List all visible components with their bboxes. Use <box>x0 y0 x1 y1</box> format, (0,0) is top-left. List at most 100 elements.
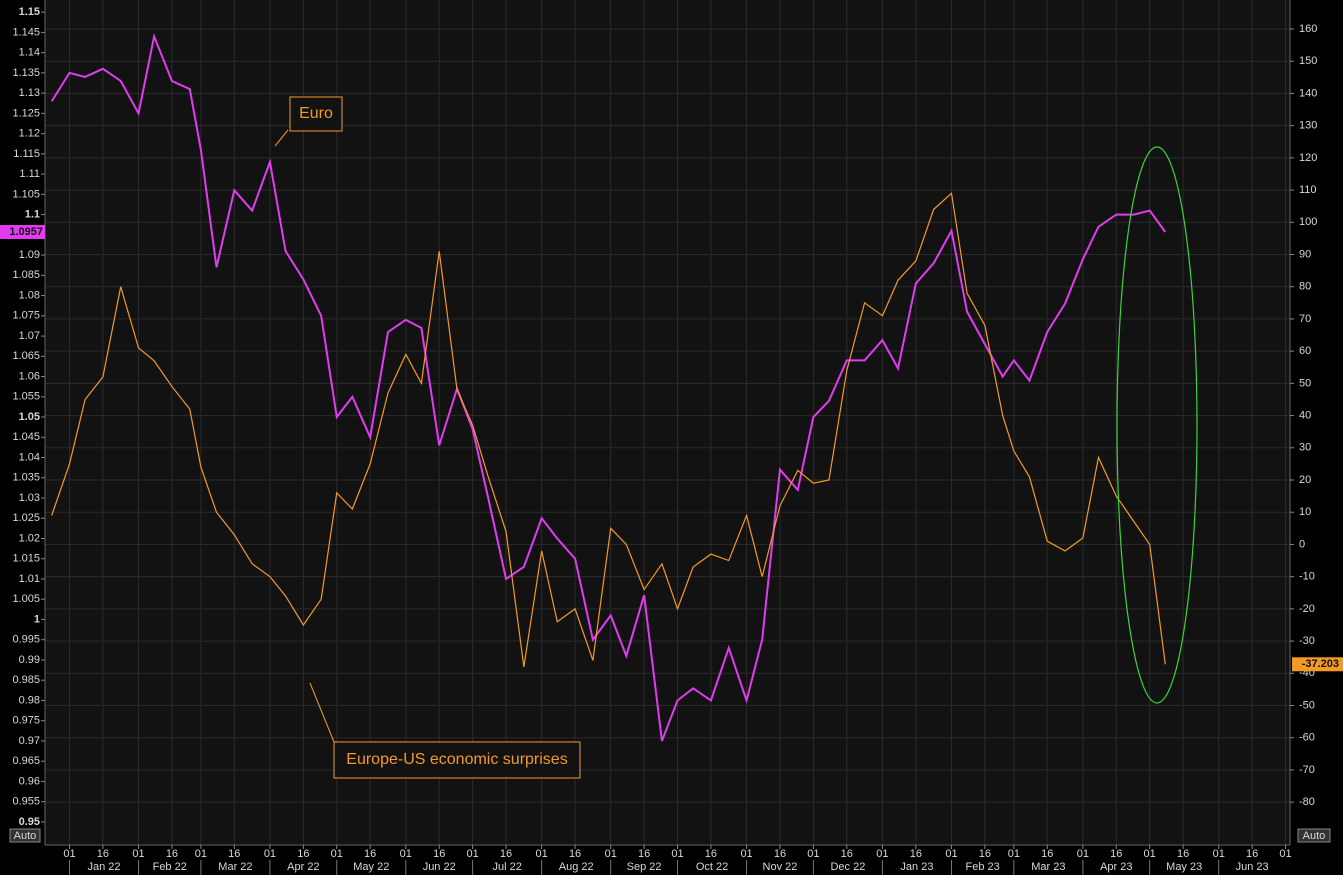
x-tick-label: 01 <box>1077 848 1089 860</box>
annotation: Europe-US economic surprises <box>346 751 567 768</box>
x-tick-label: 01 <box>264 848 276 860</box>
month-label: Oct 22 <box>696 861 728 873</box>
y2-tick-label: -10 <box>1299 571 1315 583</box>
annotation-box <box>289 96 343 132</box>
y2-tick-label: 70 <box>1299 313 1311 325</box>
y-tick-label: 0.95 <box>19 816 40 828</box>
axis-mode: Auto <box>1303 830 1326 842</box>
y-tick-label: 1.075 <box>12 310 40 322</box>
lines <box>50 32 1167 742</box>
x-tick-label: 16 <box>979 848 991 860</box>
plot-area <box>45 0 1290 845</box>
x-tick-label: 16 <box>774 848 786 860</box>
x-tick-label: 16 <box>297 848 309 860</box>
x-tick-label: 01 <box>1279 848 1291 860</box>
axis-mode-box <box>9 828 41 843</box>
month-label: Jun 23 <box>1236 861 1269 873</box>
y2-tick-label: -50 <box>1299 699 1315 711</box>
y-tick-label: 1.065 <box>12 350 40 362</box>
y2-tick-label: -80 <box>1299 796 1315 808</box>
x-tick-label: 16 <box>1246 848 1258 860</box>
month-label: Feb 22 <box>153 861 187 873</box>
x-tick-label: 01 <box>466 848 478 860</box>
series-line <box>50 32 1167 742</box>
y2-tick-label: 120 <box>1299 152 1317 164</box>
y-tick-label: 1.015 <box>12 553 40 565</box>
last-value-label: -37.203 <box>1302 658 1339 670</box>
x-tick-label: 01 <box>945 848 957 860</box>
month-label: Dec 22 <box>830 861 865 873</box>
y-tick-label: 0.97 <box>19 735 40 747</box>
y2-tick-label: 150 <box>1299 55 1317 67</box>
x-tick-label: 16 <box>1041 848 1053 860</box>
y-tick-label: 1.06 <box>19 370 40 382</box>
last-value-box <box>0 225 45 240</box>
last-value-box <box>1292 657 1343 672</box>
axes: 0.95 0.955 0.96 0.965 0.97 0.975 0.98 0.985 0.99… <box>0 6 1343 875</box>
x-tick-label: 16 <box>166 848 178 860</box>
y2-tick-label: 160 <box>1299 23 1317 35</box>
y2-tick-label: -70 <box>1299 764 1315 776</box>
x-tick-label: 16 <box>638 848 650 860</box>
y2-tick-label: 90 <box>1299 248 1311 260</box>
axis-mode: Auto <box>14 830 37 842</box>
y-tick-label: 1.045 <box>12 431 40 443</box>
y2-tick-label: 80 <box>1299 281 1311 293</box>
x-tick-label: 16 <box>97 848 109 860</box>
x-tick-label: 16 <box>500 848 512 860</box>
month-label: Feb 23 <box>966 861 1000 873</box>
y-tick-label: 1.15 <box>19 6 40 18</box>
month-label: Sep 22 <box>627 861 662 873</box>
x-tick-label: 01 <box>63 848 75 860</box>
y-tick-label: 0.99 <box>19 654 40 666</box>
y-tick-label: 1.005 <box>12 593 40 605</box>
y-tick-label: 1.03 <box>19 492 40 504</box>
y2-tick-label: 110 <box>1299 184 1317 196</box>
y-tick-label: 1.055 <box>12 391 40 403</box>
y-tick-label: 1.12 <box>19 128 40 140</box>
month-label: Mar 23 <box>1031 861 1065 873</box>
month-label: Jan 22 <box>88 861 121 873</box>
x-tick-label: 01 <box>740 848 752 860</box>
y2-tick-label: 20 <box>1299 474 1311 486</box>
y-tick-label: 1 <box>34 613 40 625</box>
y-tick-label: 1.02 <box>19 532 40 544</box>
annotation: Euro <box>299 105 333 122</box>
y-tick-label: 1.135 <box>12 67 40 79</box>
axis-mode-box <box>1297 828 1331 843</box>
x-tick-label: 16 <box>1177 848 1189 860</box>
x-tick-label: 01 <box>132 848 144 860</box>
y-tick-label: 0.995 <box>12 634 40 646</box>
x-tick-label: 16 <box>1110 848 1122 860</box>
y-tick-label: 1.145 <box>12 26 40 38</box>
y2-tick-label: 60 <box>1299 345 1311 357</box>
month-label: Nov 22 <box>763 861 798 873</box>
y-tick-label: 1.115 <box>13 148 40 160</box>
x-tick-label: 01 <box>876 848 888 860</box>
month-label: May 22 <box>353 861 389 873</box>
y-tick-label: 0.96 <box>19 775 40 787</box>
month-label: Jun 22 <box>423 861 456 873</box>
y2-tick-label: 140 <box>1299 87 1317 99</box>
y2-tick-label: 30 <box>1299 442 1311 454</box>
y-tick-label: 1.085 <box>12 269 40 281</box>
y2-tick-label: 40 <box>1299 409 1311 421</box>
x-tick-label: 01 <box>1008 848 1020 860</box>
y-tick-label: 1.04 <box>19 451 40 463</box>
month-label: Apr 22 <box>287 861 319 873</box>
y2-tick-label: 130 <box>1299 120 1317 132</box>
x-tick-label: 01 <box>671 848 683 860</box>
x-tick-label: 01 <box>1213 848 1225 860</box>
x-tick-label: 01 <box>1144 848 1156 860</box>
y-tick-label: 1.105 <box>12 188 40 200</box>
y-tick-label: 0.985 <box>12 674 40 686</box>
annotation-box <box>333 741 581 779</box>
x-tick-label: 16 <box>841 848 853 860</box>
y-tick-label: 1.09 <box>19 249 40 261</box>
y-tick-label: 1.07 <box>19 330 40 342</box>
x-tick-label: 01 <box>807 848 819 860</box>
month-label: Mar 22 <box>218 861 252 873</box>
x-tick-label: 16 <box>228 848 240 860</box>
last-value-label: 1.0957 <box>9 226 43 238</box>
